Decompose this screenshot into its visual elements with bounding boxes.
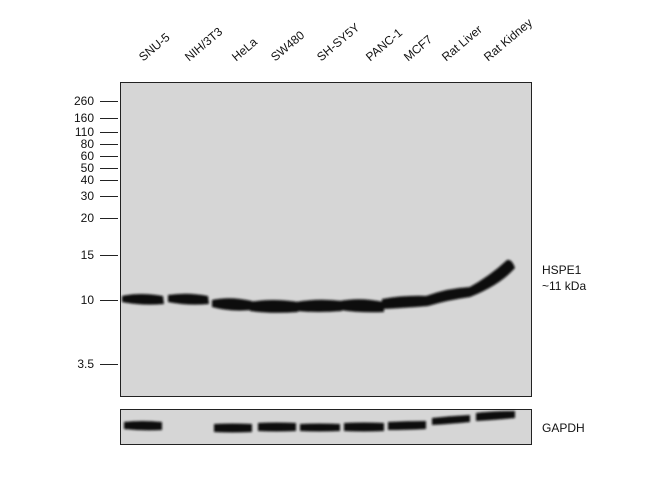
gapdh-band-rat-liver (432, 415, 470, 425)
gapdh-band-mcf7 (388, 421, 426, 430)
mw-label-60: 60 (80, 149, 94, 163)
mw-tick-60 (100, 156, 118, 157)
mw-label-20: 20 (80, 211, 94, 225)
hspe1-band-nih3t3 (168, 293, 209, 305)
mw-tick-260 (100, 101, 118, 102)
mw-label-15: 15 (80, 248, 94, 262)
target-size-label: ~11 kDa (542, 279, 587, 293)
hspe1-band-sw480 (250, 300, 298, 313)
hspe1-blot-panel (120, 82, 532, 397)
mw-tick-30 (100, 196, 118, 197)
mw-tick-50 (100, 168, 118, 169)
target-name-label: HSPE1 (542, 263, 582, 277)
gapdh-band-sw480 (258, 422, 296, 432)
hspe1-band-rat-liver (426, 287, 470, 306)
gapdh-band-snu5 (124, 421, 162, 431)
mw-label-10: 10 (80, 293, 94, 307)
hspe1-band-panc1 (340, 299, 384, 313)
mw-label-160: 160 (73, 111, 94, 125)
mw-label-3-5: 3.5 (77, 357, 94, 371)
mw-tick-3-5 (100, 364, 118, 365)
mw-tick-20 (100, 218, 118, 219)
mw-tick-160 (100, 118, 118, 119)
hspe1-band-mcf7 (382, 295, 428, 309)
hspe1-band-shsy5y (296, 299, 342, 312)
hspe1-band-snu5 (122, 294, 164, 305)
mw-label-110: 110 (74, 125, 94, 139)
mw-tick-40 (100, 180, 118, 181)
gapdh-band-hela (214, 423, 252, 433)
mw-label-30: 30 (80, 189, 94, 203)
mw-label-40: 40 (80, 173, 94, 187)
mw-tick-15 (100, 255, 118, 256)
mw-tick-80 (100, 144, 118, 145)
gapdh-band-rat-kidney (476, 411, 515, 421)
mw-label-260: 260 (73, 94, 94, 108)
loading-control-label: GAPDH (542, 421, 585, 435)
hspe1-band-hela (212, 298, 252, 311)
hspe1-band-rat-kidney (468, 259, 515, 297)
mw-tick-110 (100, 132, 118, 133)
gapdh-band-shsy5y (300, 423, 340, 432)
gapdh-band-panc1 (344, 422, 384, 432)
mw-label-50: 50 (80, 161, 94, 175)
mw-tick-10 (100, 300, 118, 301)
mw-label-80: 80 (80, 137, 94, 151)
